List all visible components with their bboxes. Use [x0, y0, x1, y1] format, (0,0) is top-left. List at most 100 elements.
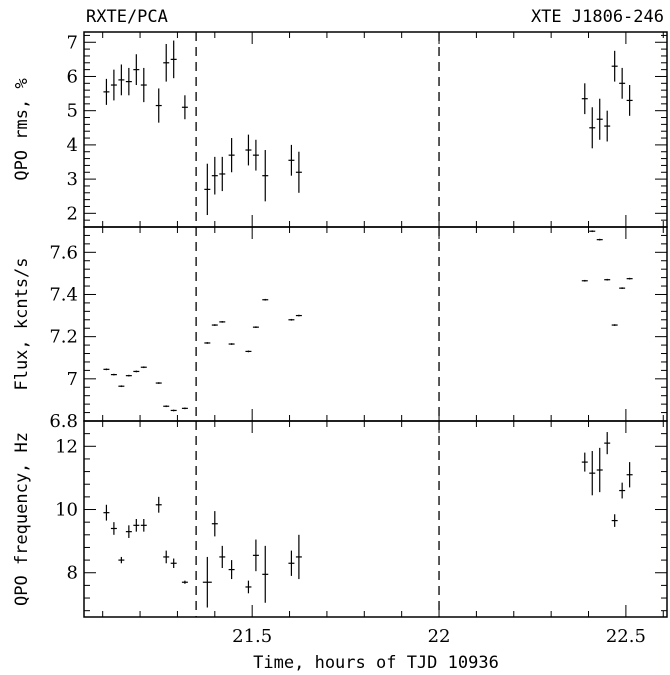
x-axis-label: Time, hours of TJD 10936	[253, 653, 499, 673]
data-points	[103, 432, 633, 608]
panel-flux: 6.8 7 7.2 7.4 7.6 Flux, kcnts/s	[12, 226, 668, 432]
data-point	[133, 54, 140, 86]
data-point	[140, 67, 147, 103]
data-point	[589, 230, 596, 233]
y-tick-label: 3	[67, 169, 78, 190]
data-point	[262, 150, 269, 202]
data-point	[125, 525, 132, 538]
data-point	[596, 238, 603, 241]
data-point	[252, 539, 259, 572]
x-tick-label: 21.5	[232, 626, 272, 647]
data-point	[262, 298, 269, 301]
y-tick-label: 7.2	[49, 327, 78, 348]
data-point	[219, 545, 226, 568]
data-point	[245, 580, 252, 594]
data-point	[262, 545, 269, 603]
data-point	[219, 321, 226, 323]
panel-frame	[83, 31, 668, 228]
panels: 2 3 4 5 6 7 QPO rms, % 6.8 7 7.2 7.4 7.6 Flux, kcnts…	[12, 31, 668, 618]
data-point	[626, 85, 633, 116]
data-point	[202, 556, 212, 608]
data-point	[181, 95, 188, 120]
data-point	[163, 550, 170, 564]
data-point	[611, 514, 618, 527]
data-point	[170, 558, 177, 568]
data-point	[170, 409, 177, 412]
data-point	[110, 522, 117, 535]
data-point	[245, 134, 252, 166]
y-tick-label: 6.8	[49, 411, 78, 432]
data-point	[228, 138, 235, 173]
data-point	[118, 385, 125, 388]
instrument-label: RXTE/PCA	[86, 7, 168, 27]
x-tick-label: 22.5	[606, 626, 646, 647]
y-axis-label: QPO frequency, Hz	[12, 432, 32, 606]
y-tick-label: 10	[55, 500, 78, 521]
data-point	[604, 432, 611, 455]
data-point	[140, 519, 147, 532]
data-point	[295, 534, 302, 580]
data-point	[155, 88, 162, 123]
data-point	[110, 373, 117, 376]
y-tick-label: 6	[67, 66, 78, 87]
y-tick-label: 12	[55, 436, 78, 457]
data-point	[295, 151, 302, 193]
y-tick-label: 7.4	[49, 284, 78, 305]
data-point	[125, 374, 132, 377]
data-point	[118, 556, 125, 564]
data-point	[211, 156, 218, 195]
data-points	[103, 40, 633, 216]
data-point	[155, 382, 162, 384]
data-point	[589, 107, 596, 149]
data-point	[211, 324, 218, 326]
data-point	[581, 452, 588, 472]
data-point	[581, 83, 588, 115]
data-point	[211, 511, 218, 537]
y-tick-label: 7.6	[49, 242, 78, 263]
data-point	[228, 343, 235, 345]
y-tick-label: 5	[67, 101, 78, 122]
x-tick-label: 22	[428, 626, 451, 647]
data-point	[155, 496, 162, 513]
data-point	[110, 69, 117, 101]
y-axis-label: Flux, kcnts/s	[12, 257, 32, 390]
data-point	[626, 462, 633, 488]
data-point	[295, 314, 302, 317]
data-point	[604, 278, 611, 281]
data-point	[181, 580, 188, 584]
y-axis-label: QPO rms, %	[12, 78, 32, 180]
data-point	[288, 144, 295, 176]
data-point	[589, 451, 596, 496]
data-point	[596, 98, 603, 140]
data-point	[204, 342, 211, 344]
data-point	[619, 287, 626, 289]
data-point	[125, 67, 132, 96]
data-point	[252, 139, 259, 171]
data-point	[611, 50, 618, 82]
data-point	[103, 78, 110, 105]
data-point	[133, 519, 140, 532]
panel-frame	[83, 226, 668, 422]
data-points	[103, 230, 633, 412]
data-point	[163, 43, 170, 82]
data-point	[133, 370, 140, 373]
data-point	[181, 407, 188, 410]
data-point	[252, 326, 259, 329]
data-point	[288, 550, 295, 576]
data-point	[163, 405, 170, 408]
panel-rms: 2 3 4 5 6 7 QPO rms, %	[12, 31, 668, 228]
x-tick-labels: 21.5 22 22.5	[232, 626, 646, 647]
data-point	[103, 368, 110, 371]
data-point	[228, 560, 235, 580]
y-tick-label: 2	[67, 203, 78, 224]
data-point	[103, 504, 110, 521]
y-tick-label: 4	[67, 135, 78, 156]
panel-frame	[83, 420, 668, 618]
data-point	[204, 163, 211, 216]
data-point	[619, 482, 626, 499]
data-point	[581, 279, 588, 282]
data-point	[245, 350, 252, 353]
data-point	[170, 40, 177, 79]
data-point	[596, 447, 603, 493]
